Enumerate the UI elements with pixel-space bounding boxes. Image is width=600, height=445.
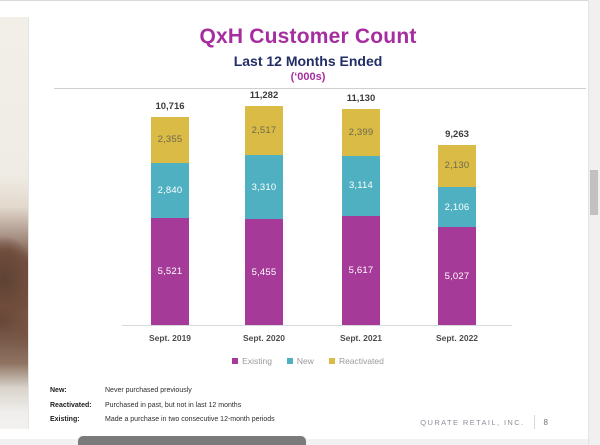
footnote-definition: Never purchased previously — [105, 387, 192, 394]
segment-existing: 5,617 — [342, 216, 380, 325]
legend-label: New — [296, 356, 314, 366]
segment-existing: 5,027 — [438, 227, 476, 325]
total-label: 11,130 — [346, 93, 376, 105]
page-number: 8 — [543, 417, 548, 427]
slide-title: QxH Customer Count — [199, 25, 417, 48]
footnote-term: New: — [50, 387, 67, 394]
segment-reactivated: 2,399 — [342, 109, 380, 156]
bar-group: 5,617 3,114 2,399 11,130 — [342, 93, 380, 325]
segment-existing: 5,455 — [245, 219, 283, 325]
x-axis-line — [122, 325, 512, 326]
legend-marker-new — [286, 358, 293, 364]
segment-new: 3,114 — [342, 155, 380, 217]
category-label: Sept. 2022 — [435, 333, 479, 343]
bar-group: 5,027 2,106 2,130 9,263 — [438, 129, 476, 325]
footer-divider — [533, 415, 535, 429]
footnote-term: Reactivated: — [50, 401, 92, 409]
stacked-bar-chart: 5,521 2,840 2,355 10,716 5,455 3,310 2,517 11,2… — [30, 90, 586, 325]
segment-reactivated: 2,130 — [438, 145, 476, 187]
vertical-scrollbar-thumb[interactable] — [590, 170, 598, 215]
legend-item-new: New — [286, 356, 314, 366]
slide-canvas: QxH Customer Count Last 12 Months Ended … — [30, 10, 586, 430]
total-label: 9,263 — [445, 129, 469, 141]
top-divider — [0, 0, 600, 1]
footnote-row: New: Never purchased previously — [50, 384, 275, 399]
legend-label: Existing — [242, 356, 272, 366]
segment-new: 3,310 — [245, 154, 283, 220]
adjacent-slide-photo — [0, 17, 29, 429]
bar-group: 5,455 3,310 2,517 11,282 — [245, 90, 283, 325]
total-label: 10,716 — [155, 101, 185, 113]
chart-legend: Existing New Reactivated — [30, 356, 586, 366]
legend-marker-reactivated — [328, 358, 335, 364]
category-label: Sept. 2021 — [339, 333, 383, 343]
legend-item-reactivated: Reactivated — [328, 356, 384, 366]
footnote-term: Existing: — [50, 416, 80, 423]
segment-new: 2,106 — [438, 186, 476, 228]
legend-marker-existing — [232, 358, 239, 364]
vertical-scrollbar-track[interactable] — [588, 0, 600, 445]
horizontal-scrollbar-thumb[interactable] — [78, 436, 306, 445]
title-divider — [54, 88, 586, 89]
bar-group: 5,521 2,840 2,355 10,716 — [151, 101, 189, 325]
segment-reactivated: 2,517 — [245, 106, 283, 155]
segment-reactivated: 2,355 — [151, 117, 189, 163]
footnote-row: Reactivated: Purchased in past, but not i… — [50, 399, 275, 414]
segment-new: 2,840 — [151, 162, 189, 218]
footnote-definition: Made a purchase in two consecutive 12-mo… — [105, 416, 275, 423]
footnotes: New: Never purchased previously Reactivate… — [50, 384, 275, 428]
total-label: 11,282 — [249, 90, 279, 102]
legend-label: Reactivated — [338, 356, 384, 366]
slide-footer: QURATE RETAIL, INC. 8 — [420, 415, 548, 429]
footnote-row: Existing: Made a purchase in two consecut… — [50, 413, 275, 428]
legend-item-existing: Existing — [232, 356, 272, 366]
slide-subtitle: Last 12 Months Ended — [233, 53, 383, 69]
footnote-definition: Purchased in past, but not in last 12 mo… — [105, 401, 242, 409]
category-label: Sept. 2019 — [148, 333, 192, 343]
category-label: Sept. 2020 — [242, 333, 286, 343]
units-label: (‘000s) — [290, 71, 326, 83]
footer-company: QURATE RETAIL, INC. — [420, 417, 525, 427]
segment-existing: 5,521 — [151, 217, 189, 325]
